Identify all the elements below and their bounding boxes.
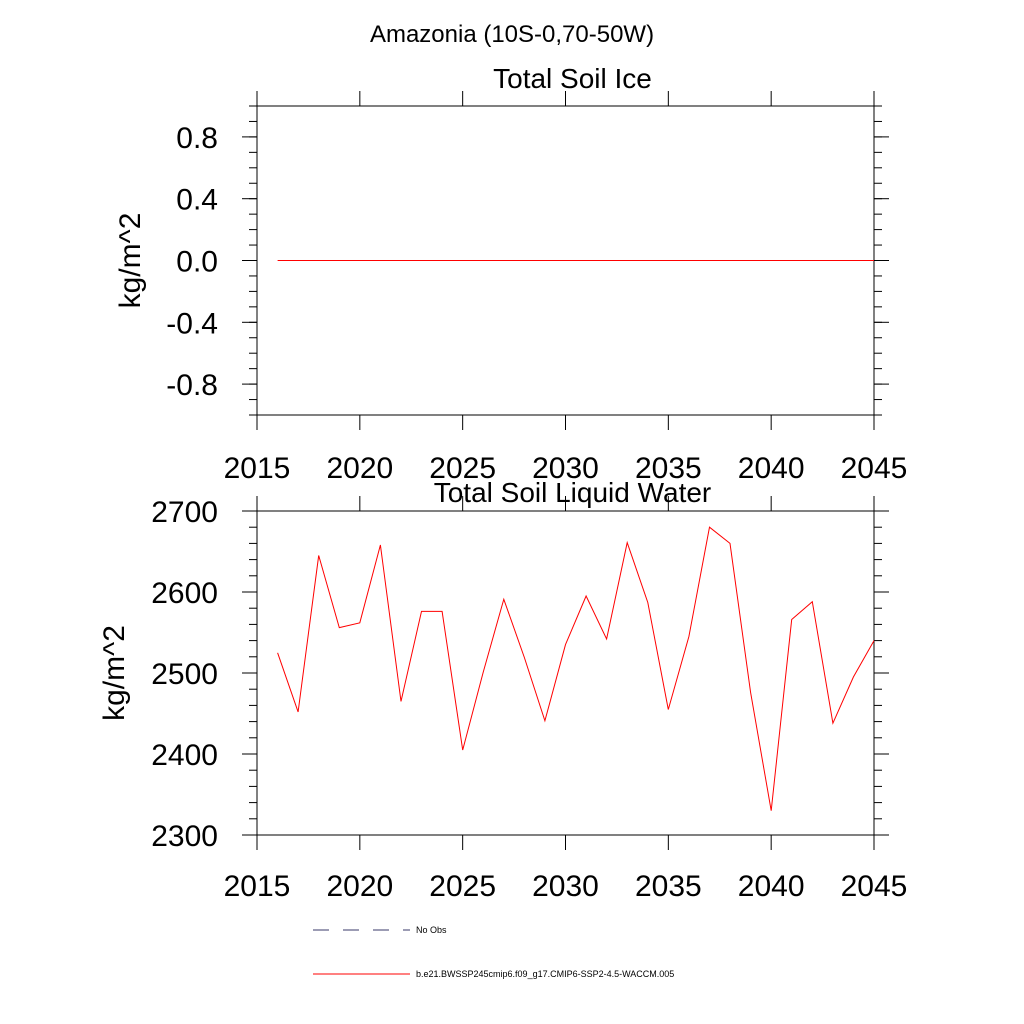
data-point bbox=[524, 657, 525, 658]
data-point bbox=[874, 640, 875, 641]
data-point bbox=[812, 260, 813, 261]
data-point bbox=[421, 260, 422, 261]
data-point bbox=[627, 542, 628, 543]
panel-total-soil-liquid-water: Total Soil Liquid Water 2015 2020 2025 2030 2… bbox=[98, 477, 907, 903]
legend: No Obs b.e21.BWSSP245cmip6.f09_g17.CMIP6… bbox=[313, 925, 674, 979]
data-point bbox=[750, 260, 751, 261]
x-tick-label: 2025 bbox=[429, 870, 496, 903]
plot-frame bbox=[256, 510, 875, 836]
data-point bbox=[688, 260, 689, 261]
panel-title: Total Soil Ice bbox=[493, 63, 652, 94]
panel-title: Total Soil Liquid Water bbox=[434, 477, 712, 508]
data-point bbox=[380, 545, 381, 546]
data-point bbox=[544, 260, 545, 261]
data-point bbox=[483, 260, 484, 261]
data-point bbox=[709, 260, 710, 261]
data-point bbox=[832, 723, 833, 724]
y-tick-label: 2700 bbox=[151, 496, 218, 529]
data-point bbox=[503, 260, 504, 261]
data-point bbox=[853, 677, 854, 678]
x-tick-label: 2015 bbox=[224, 452, 291, 485]
data-point bbox=[586, 260, 587, 261]
y-tick-label: 0.4 bbox=[176, 184, 218, 217]
x-tick-label: 2020 bbox=[326, 452, 393, 485]
data-point bbox=[771, 260, 772, 261]
y-axis-label: kg/m^2 bbox=[98, 625, 131, 721]
data-point bbox=[586, 596, 587, 597]
data-point bbox=[318, 260, 319, 261]
data-point bbox=[791, 260, 792, 261]
data-point bbox=[277, 260, 278, 261]
data-point bbox=[647, 602, 648, 603]
data-point bbox=[503, 599, 504, 600]
data-point bbox=[359, 622, 360, 623]
data-point bbox=[771, 810, 772, 811]
y-tick-label: 2500 bbox=[151, 658, 218, 691]
x-tick-label: 2030 bbox=[532, 452, 599, 485]
data-point bbox=[627, 260, 628, 261]
x-tick-label: 2030 bbox=[532, 870, 599, 903]
y-tick-label: -0.8 bbox=[166, 369, 218, 402]
data-point bbox=[339, 260, 340, 261]
x-tick-label: 2035 bbox=[635, 870, 702, 903]
x-tick-label: 2045 bbox=[841, 452, 908, 485]
data-point bbox=[442, 260, 443, 261]
data-point bbox=[483, 672, 484, 673]
data-point bbox=[832, 260, 833, 261]
data-point bbox=[565, 260, 566, 261]
y-tick-label: -0.4 bbox=[166, 307, 218, 340]
y-tick-label: 0.8 bbox=[176, 122, 218, 155]
y-axis-label: kg/m^2 bbox=[114, 213, 147, 309]
y-tick-label: 0.0 bbox=[176, 246, 218, 279]
data-point bbox=[339, 627, 340, 628]
data-point bbox=[400, 701, 401, 702]
y-tick-label: 2300 bbox=[151, 820, 218, 853]
data-point bbox=[462, 749, 463, 750]
data-point bbox=[565, 644, 566, 645]
data-point bbox=[298, 711, 299, 712]
data-point bbox=[750, 692, 751, 693]
data-point bbox=[688, 636, 689, 637]
series-line bbox=[277, 526, 875, 811]
data-point bbox=[442, 611, 443, 612]
data-point bbox=[668, 260, 669, 261]
data-point bbox=[791, 619, 792, 620]
data-point bbox=[298, 260, 299, 261]
data-point bbox=[277, 652, 278, 653]
x-tick-label: 2025 bbox=[429, 452, 496, 485]
data-point bbox=[730, 543, 731, 544]
data-point bbox=[730, 260, 731, 261]
legend-label-model: b.e21.BWSSP245cmip6.f09_g17.CMIP6-SSP2-4… bbox=[416, 969, 674, 979]
legend-label-no-obs: No Obs bbox=[416, 925, 447, 935]
data-point bbox=[606, 638, 607, 639]
data-point bbox=[318, 555, 319, 556]
y-tick-label: 2600 bbox=[151, 577, 218, 610]
data-point bbox=[874, 260, 875, 261]
x-tick-label: 2035 bbox=[635, 452, 702, 485]
data-point bbox=[380, 260, 381, 261]
x-tick-label: 2040 bbox=[738, 452, 805, 485]
data-point bbox=[647, 260, 648, 261]
data-point bbox=[853, 260, 854, 261]
data-point bbox=[709, 527, 710, 528]
data-point bbox=[359, 260, 360, 261]
figure-title: Amazonia (10S-0,70-50W) bbox=[370, 21, 654, 48]
data-point bbox=[812, 601, 813, 602]
y-tick-label: 2400 bbox=[151, 739, 218, 772]
data-point bbox=[421, 611, 422, 612]
data-point bbox=[400, 260, 401, 261]
panel-total-soil-ice: Total Soil Ice 2015 2020 2025 2030 2035 2040 20… bbox=[114, 63, 907, 485]
data-point bbox=[606, 260, 607, 261]
data-point bbox=[462, 260, 463, 261]
x-tick-label: 2045 bbox=[841, 870, 908, 903]
data-point bbox=[544, 720, 545, 721]
x-tick-label: 2020 bbox=[326, 870, 393, 903]
data-point bbox=[524, 260, 525, 261]
data-point bbox=[668, 709, 669, 710]
x-tick-label: 2015 bbox=[224, 870, 291, 903]
x-tick-label: 2040 bbox=[738, 870, 805, 903]
